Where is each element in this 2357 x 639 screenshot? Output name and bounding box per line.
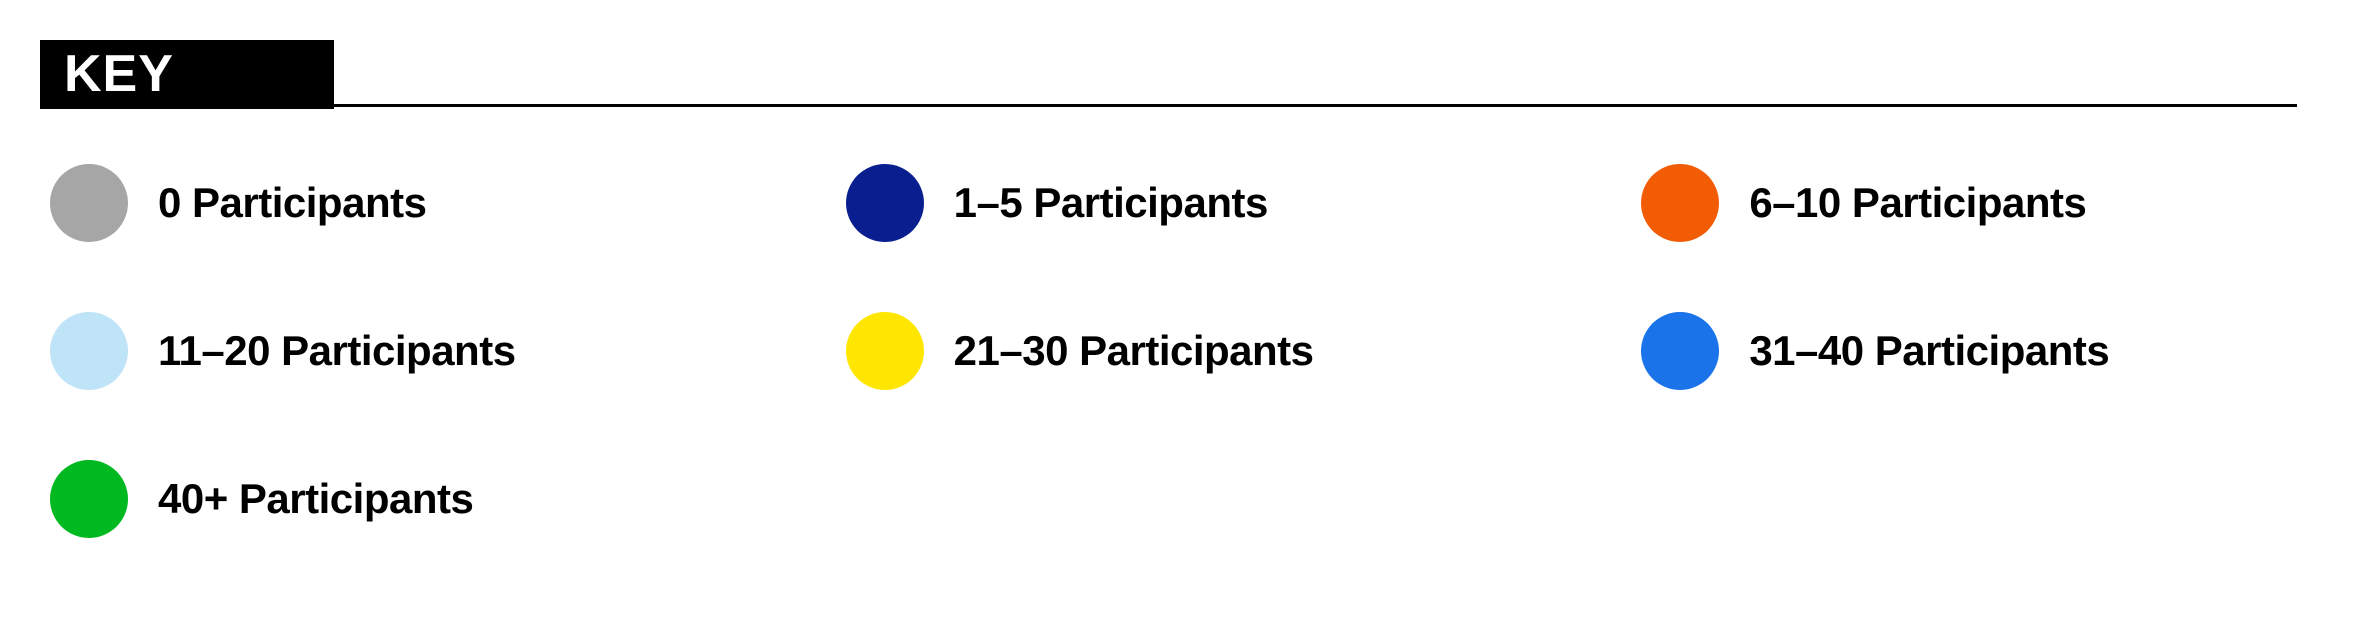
legend-label: 40+ Participants [158, 475, 473, 523]
legend-item: 11–20 Participants [50, 312, 726, 390]
legend-title: KEY [40, 40, 334, 109]
legend-key: KEY 0 Participants 1–5 Participants 6–10… [0, 0, 2357, 578]
legend-label: 11–20 Participants [158, 327, 516, 375]
legend-swatch [50, 164, 128, 242]
legend-swatch [846, 312, 924, 390]
legend-swatch [846, 164, 924, 242]
legend-swatch [1641, 312, 1719, 390]
legend-item: 40+ Participants [50, 460, 726, 538]
legend-label: 21–30 Participants [954, 327, 1314, 375]
legend-item: 6–10 Participants [1641, 164, 2317, 242]
legend-swatch [1641, 164, 1719, 242]
legend-item: 21–30 Participants [846, 312, 1522, 390]
legend-swatch [50, 460, 128, 538]
legend-label: 6–10 Participants [1749, 179, 2086, 227]
legend-item: 31–40 Participants [1641, 312, 2317, 390]
legend-label: 0 Participants [158, 179, 426, 227]
legend-swatch [50, 312, 128, 390]
legend-item: 0 Participants [50, 164, 726, 242]
legend-item: 1–5 Participants [846, 164, 1522, 242]
legend-label: 1–5 Participants [954, 179, 1268, 227]
legend-label: 31–40 Participants [1749, 327, 2109, 375]
legend-grid: 0 Participants 1–5 Participants 6–10 Par… [50, 164, 2317, 538]
header-rule [334, 104, 2297, 107]
legend-header: KEY [40, 40, 2317, 109]
